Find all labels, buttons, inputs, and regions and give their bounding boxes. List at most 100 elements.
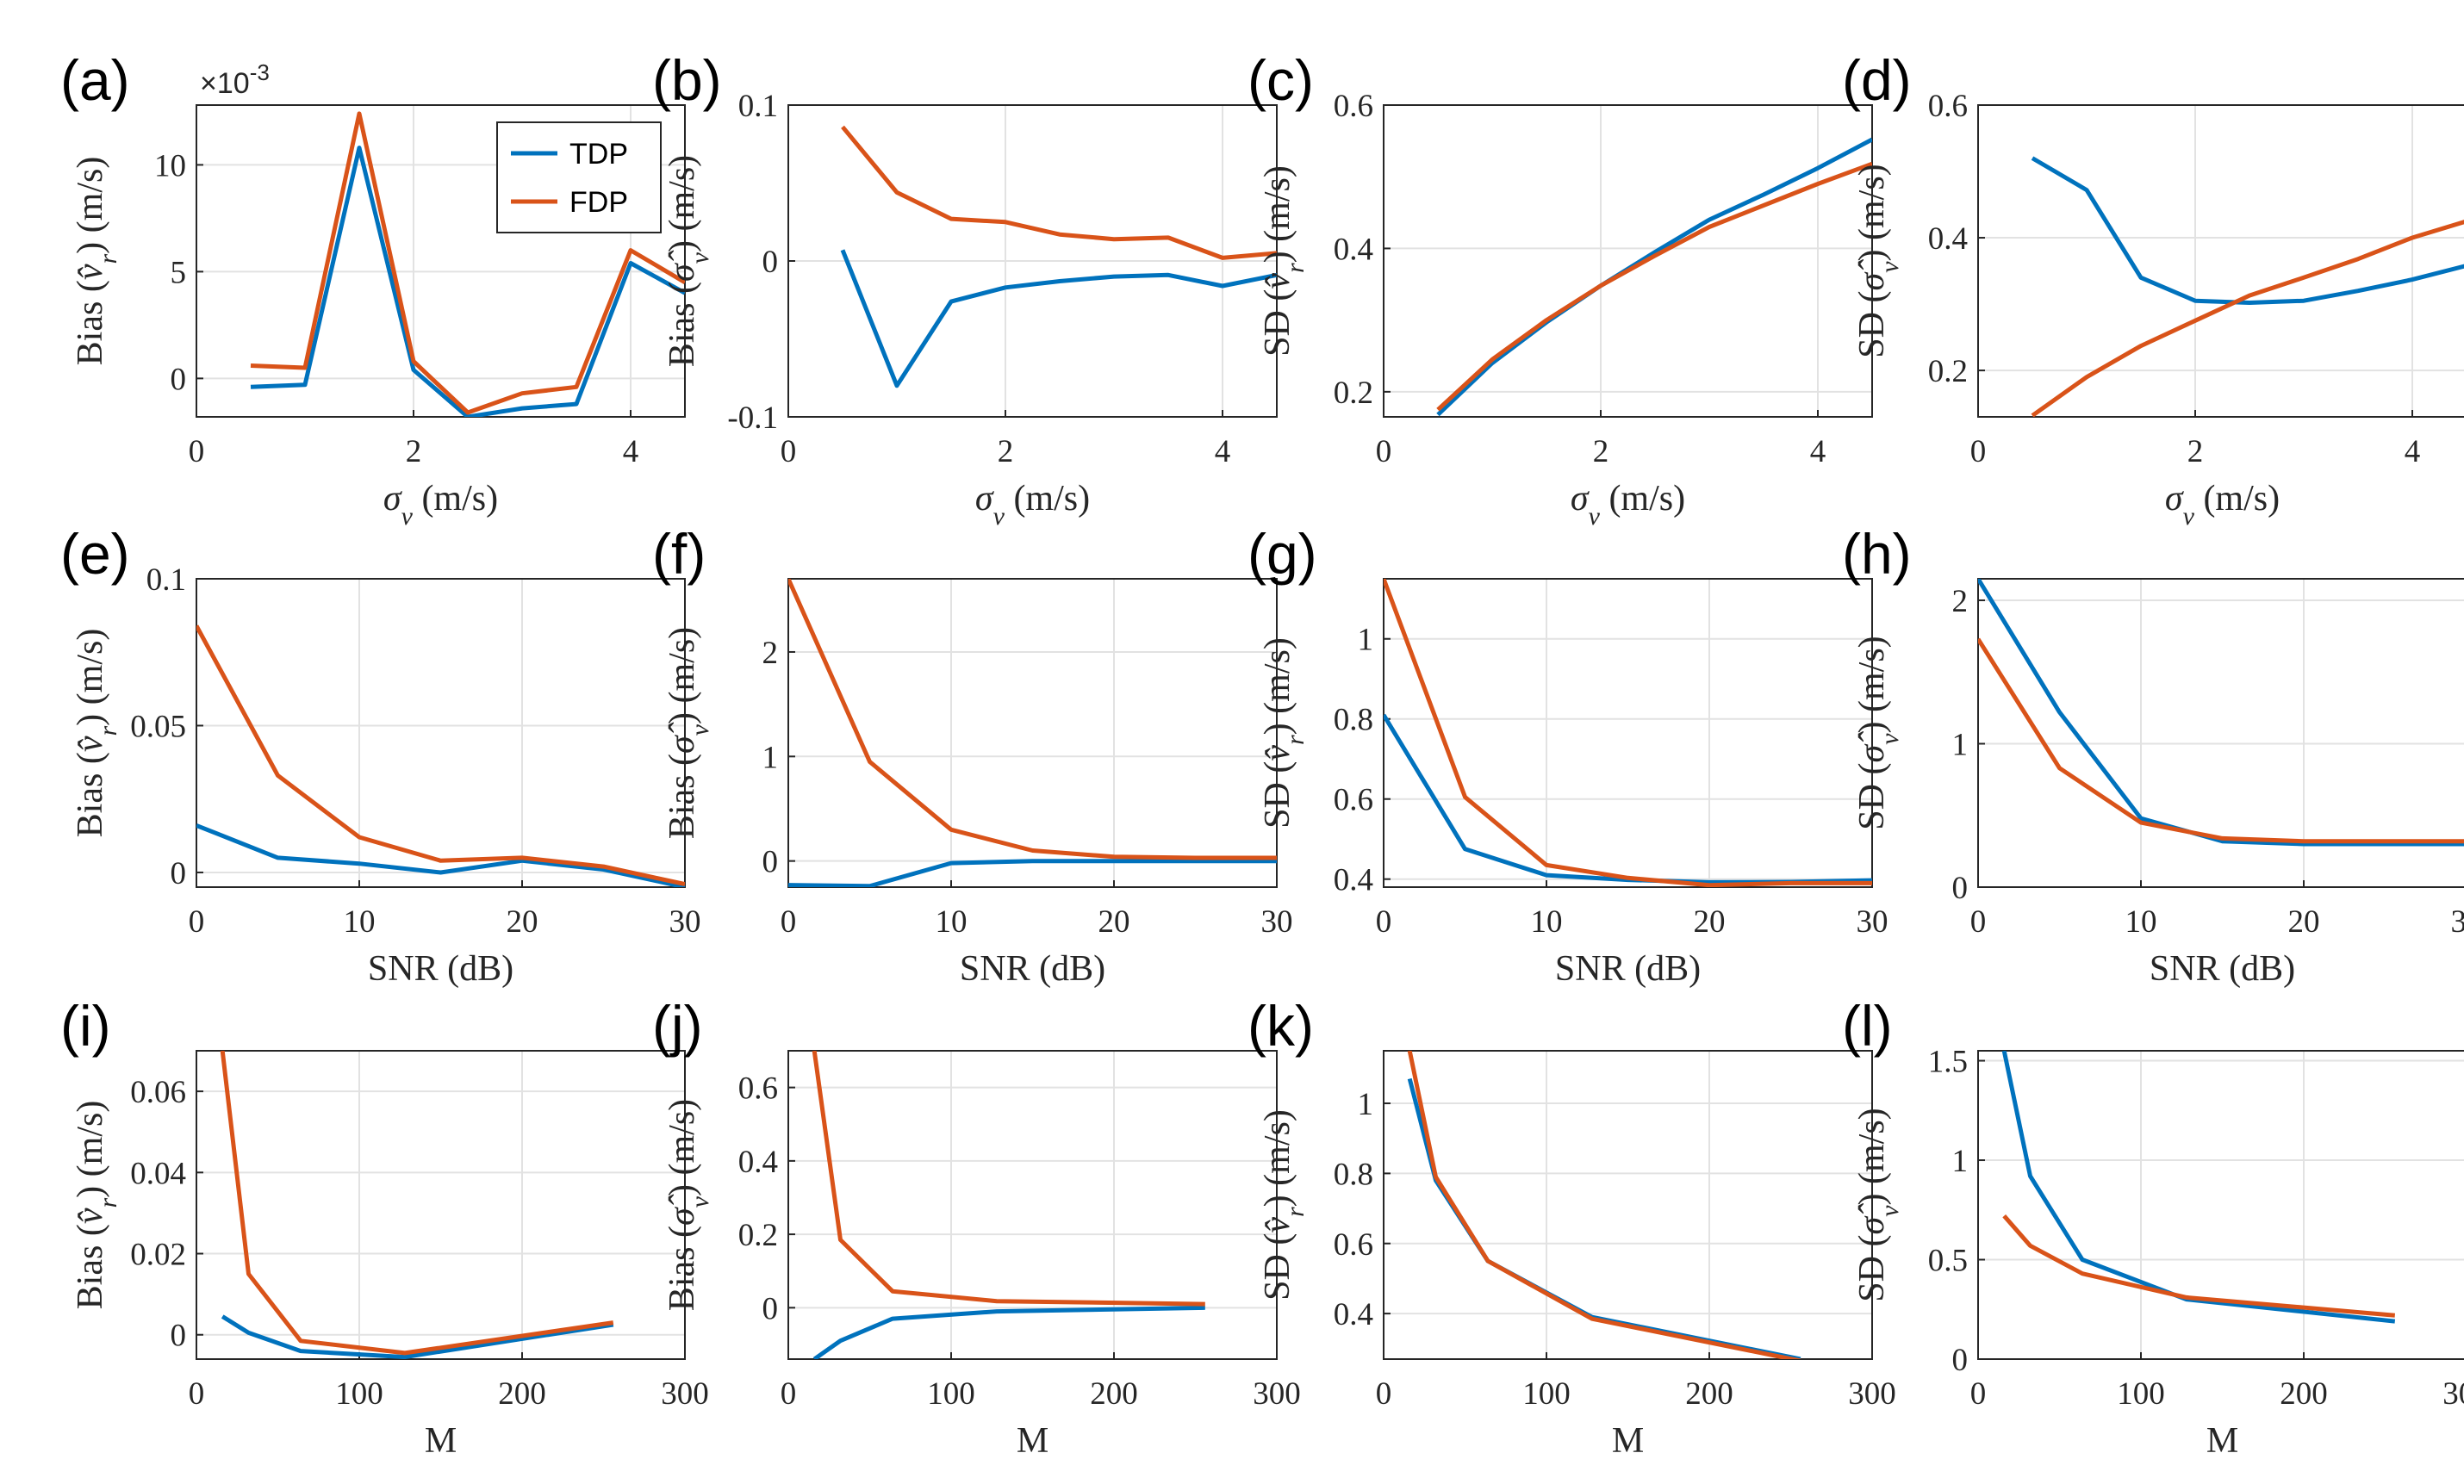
x-tick-label: 20 [507, 904, 538, 940]
y-tick-label: 0 [171, 1319, 187, 1354]
x-tick-label: 100 [335, 1376, 383, 1412]
series-group [1436, 137, 1872, 417]
x-tick-label: 0 [189, 904, 205, 940]
series-group [250, 111, 685, 417]
x-tick-label: 200 [2280, 1376, 2328, 1412]
x-axis-label: SNR (dB) [368, 949, 513, 989]
series-line-tdp [2001, 1051, 2396, 1324]
x-tick-label: 2 [1593, 434, 1609, 469]
y-tick-label: 0.6 [1334, 1227, 1373, 1263]
x-tick-label: 4 [2405, 434, 2421, 469]
y-tick-label: 0.6 [1928, 89, 1968, 124]
x-axis-label: M [425, 1421, 457, 1461]
axes-box [196, 1050, 686, 1360]
x-tick-label: 0 [1970, 1376, 1987, 1412]
x-tick-label: 10 [344, 904, 376, 940]
x-tick-label: 0 [1970, 904, 1987, 940]
y-tick-label: 0 [1952, 871, 1969, 906]
series-line-fdp [2031, 220, 2464, 417]
series-line-tdp [840, 249, 1277, 388]
subplot-k: 0 100 200 300 0.4 0.6 0.8 1 M SD (v̂r) (m/s) (k) [1248, 994, 1896, 1461]
y-tick-label: 0 [171, 362, 187, 397]
x-tick-label: 20 [1694, 904, 1726, 940]
panel-letter: (b) [652, 48, 722, 112]
y-tick-label: 0 [762, 1291, 779, 1326]
subplot-g: 0 10 20 30 0.4 0.6 0.8 1 SNR (dB) SD (v̂r) (m/s) (… [1248, 522, 1888, 989]
series-line-fdp [788, 579, 1277, 860]
x-tick-label: 4 [623, 434, 639, 469]
series-group [1384, 579, 1872, 887]
panel-letter: (e) [60, 522, 130, 586]
y-axis-label: SD (σ̂v) (m/s) [1852, 164, 1904, 357]
x-axis-label: σv (m/s) [383, 479, 498, 531]
series-group [1407, 1051, 1801, 1359]
y-tick-label: 0.6 [1334, 89, 1373, 124]
y-tick-label: 0.4 [1334, 1297, 1373, 1332]
y-tick-label: 0 [171, 856, 187, 891]
legend-label-tdp: TDP [569, 138, 628, 171]
x-tick-label: 300 [1253, 1376, 1301, 1412]
x-tick-label: 100 [1522, 1376, 1571, 1412]
x-tick-label: 2 [406, 434, 422, 469]
x-axis-label: σv (m/s) [2165, 479, 2280, 531]
x-tick-label: 300 [2442, 1376, 2464, 1412]
y-tick-label: 0.4 [738, 1145, 778, 1180]
series-line-tdp [196, 823, 685, 887]
y-tick-label: 0.6 [738, 1071, 778, 1107]
x-tick-label: 30 [669, 904, 701, 940]
series-line-tdp [1978, 579, 2464, 847]
series-group [788, 579, 1277, 887]
x-tick-label: 0 [781, 904, 797, 940]
x-tick-label: 200 [1685, 1376, 1733, 1412]
x-tick-label: 300 [661, 1376, 709, 1412]
y-axis-label: SD (v̂r) (m/s) [1258, 1109, 1310, 1301]
series-line-tdp [250, 146, 685, 417]
series-line-fdp [250, 111, 685, 415]
axes-background [1384, 579, 1872, 887]
x-tick-label: 4 [1810, 434, 1826, 469]
axes-background [788, 579, 1277, 887]
x-tick-label: 20 [1098, 904, 1130, 940]
x-tick-label: 0 [189, 1376, 205, 1412]
x-axis-label: σv (m/s) [1571, 479, 1685, 531]
y-tick-label: 1 [1952, 1144, 1969, 1179]
x-axis-label: SNR (dB) [1555, 949, 1701, 989]
x-tick-label: 200 [1090, 1376, 1138, 1412]
y-axis-label: Bias (v̂r) (m/s) [71, 1101, 122, 1310]
axes-box [1383, 104, 1873, 418]
subplot-l: 0 100 200 300 0 0.5 1 1.5 M SD (σ̂v) (m/s) (l) [1842, 994, 2464, 1461]
axes-background [1978, 579, 2464, 887]
axes-box [1383, 578, 1873, 888]
x-tick-label: 100 [927, 1376, 975, 1412]
y-axis-label: Bias (v̂r) (m/s) [71, 157, 122, 366]
y-tick-label: 0.8 [1334, 1157, 1373, 1192]
y-tick-label: 0.6 [1334, 783, 1373, 818]
y-axis-label: SD (v̂r) (m/s) [1258, 165, 1310, 357]
y-tick-label: 0.2 [738, 1218, 778, 1253]
x-tick-label: 0 [189, 434, 205, 469]
x-tick-label: 200 [498, 1376, 546, 1412]
axes-background [196, 1051, 685, 1359]
panel-letter: (c) [1248, 48, 1314, 112]
axes-box [787, 578, 1278, 888]
y-axis-label: SD (σ̂v) (m/s) [1852, 636, 1904, 829]
axes-background [1384, 1051, 1872, 1359]
y-tick-label: 0.04 [130, 1156, 186, 1191]
y-tick-label: 0.2 [1334, 376, 1373, 411]
subplot-e: 0 10 20 30 0 0.05 0.1 SNR (dB) Bias (v̂r) (m/s) (… [60, 522, 701, 989]
panel-letter: (k) [1248, 994, 1314, 1058]
panel-letter: (j) [652, 994, 703, 1058]
x-axis-label: SNR (dB) [2150, 949, 2295, 989]
x-tick-label: 2 [2187, 434, 2204, 469]
series-line-fdp [812, 1051, 1205, 1307]
subplot-c: 0 2 4 0.2 0.4 0.6 σv (m/s) SD (v̂r) (m/s) (c) [1248, 48, 1873, 531]
y-axis-label: SD (v̂r) (m/s) [1258, 637, 1310, 829]
x-tick-label: 4 [1215, 434, 1231, 469]
x-tick-label: 0 [1970, 434, 1987, 469]
series-group [2001, 1051, 2396, 1324]
axes-background [1978, 105, 2464, 417]
series-line-fdp [1978, 637, 2464, 844]
x-tick-label: 0 [781, 1376, 797, 1412]
panel-letter: (l) [1842, 994, 1893, 1058]
series-group [812, 1051, 1205, 1359]
